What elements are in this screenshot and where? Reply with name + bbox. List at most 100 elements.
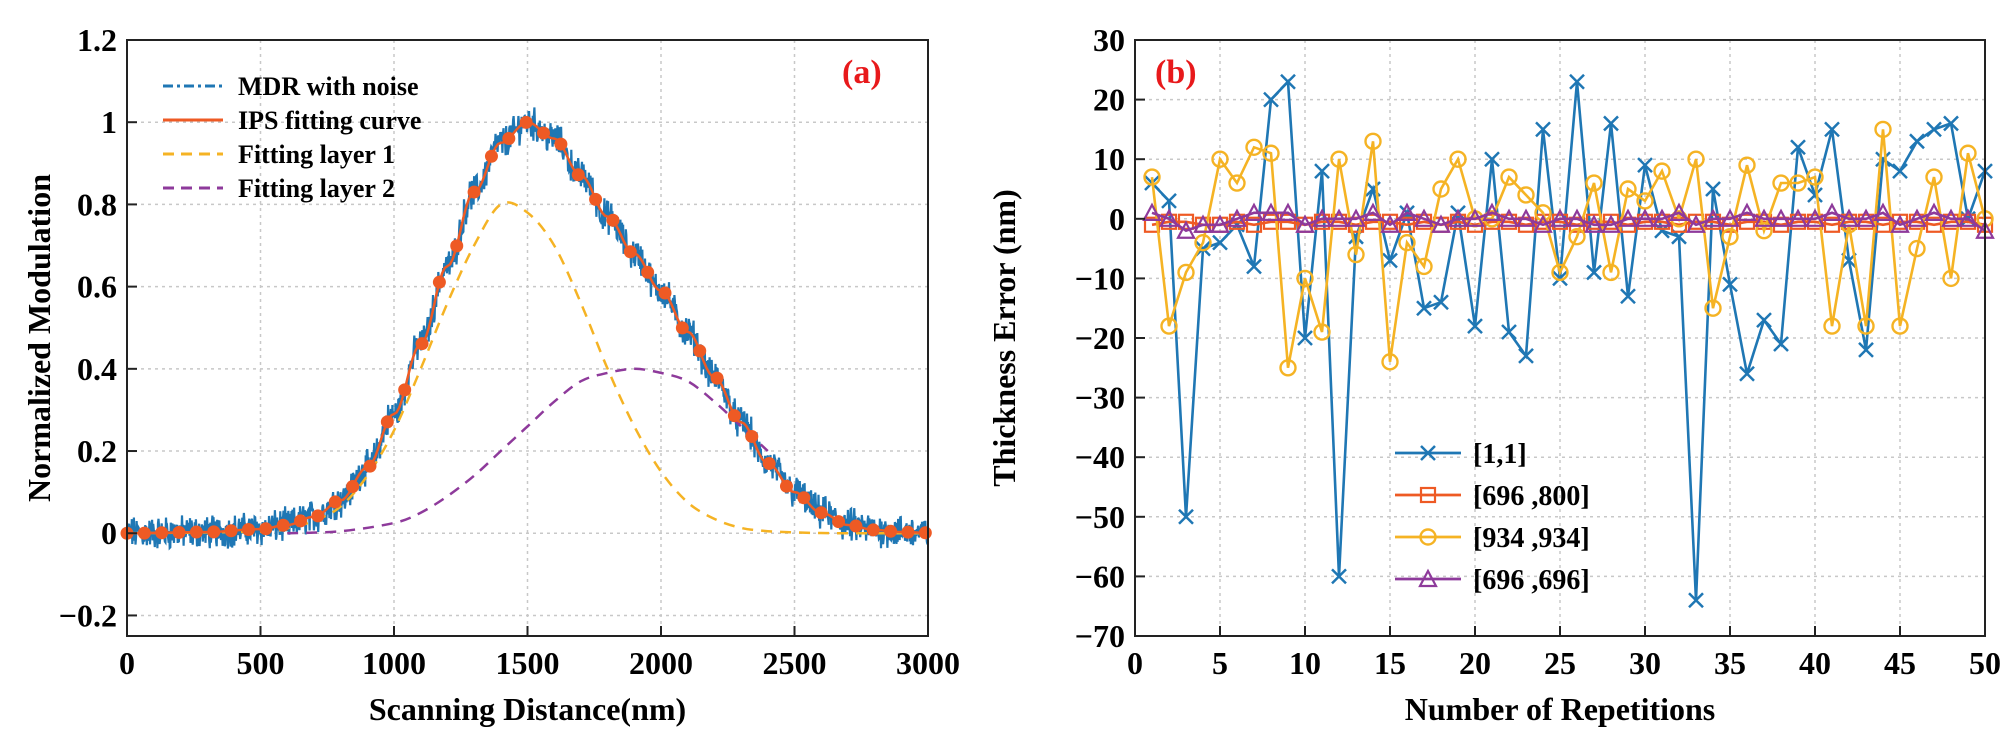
marker-circle [1381, 353, 1399, 371]
marker-x [1246, 258, 1262, 275]
marker-circle [1177, 263, 1195, 282]
marker-circle [1228, 174, 1246, 192]
marker-x [1909, 133, 1925, 150]
marker-triangle [1516, 208, 1536, 227]
marker-triangle [1363, 202, 1383, 221]
marker-x [1420, 445, 1436, 461]
marker-x [1161, 193, 1177, 209]
y-tick-label: 10 [1093, 141, 1125, 177]
ips-marker [623, 245, 637, 259]
marker-x [1773, 336, 1789, 352]
marker-square [1823, 216, 1841, 233]
marker-x [1484, 151, 1500, 168]
marker-triangle [1669, 202, 1689, 221]
marker-triangle [1737, 202, 1757, 221]
marker-triangle [1686, 214, 1706, 233]
marker-circle [1636, 192, 1654, 210]
marker-square [1143, 216, 1161, 233]
marker-triangle [1397, 202, 1417, 221]
marker-triangle [1635, 208, 1655, 227]
ips-marker [224, 524, 238, 538]
marker-x [1756, 312, 1772, 329]
marker-circle [1568, 227, 1586, 246]
ips-marker [745, 429, 759, 443]
y-tick-label: 0.2 [77, 433, 117, 469]
marker-triangle [1499, 208, 1519, 227]
series-fitting-layer-1 [126, 201, 929, 535]
marker-x [1297, 330, 1313, 346]
legend-label: [934 ,934] [1473, 523, 1590, 554]
marker-triangle [1652, 208, 1672, 227]
marker-triangle [1805, 208, 1825, 227]
marker-x [1433, 294, 1449, 311]
marker-triangle [1618, 208, 1638, 227]
marker-circle [1449, 150, 1467, 168]
x-tick-label: 10 [1289, 645, 1321, 681]
marker-x [1688, 592, 1704, 609]
marker-square [1177, 213, 1195, 230]
marker-circle [1874, 120, 1892, 139]
marker-x [1586, 264, 1602, 281]
y-tick-label: −40 [1075, 439, 1125, 475]
marker-circle [1806, 168, 1824, 186]
marker-circle [1534, 204, 1552, 222]
marker-x [1637, 157, 1653, 174]
ips-marker [467, 185, 481, 199]
ips-marker [727, 409, 741, 423]
marker-triangle [1295, 214, 1315, 233]
marker-triangle [1176, 220, 1196, 239]
panel-a-y-axis-title: Normalized Modulation [21, 174, 57, 502]
ips-marker [554, 137, 568, 151]
panel-a-x-axis-title: Scanning Distance(nm) [369, 691, 686, 727]
panel-a-legend: MDR with noise IPS fitting curve Fitting l… [163, 72, 421, 203]
y-tick-label: −60 [1075, 558, 1125, 594]
ips-marker [884, 524, 898, 538]
marker-circle [1330, 150, 1348, 168]
marker-triangle [1414, 208, 1434, 227]
marker-triangle [1584, 214, 1604, 233]
marker-circle [1585, 174, 1603, 192]
marker-triangle [1550, 208, 1570, 227]
ips-marker [866, 523, 880, 537]
ips-marker [137, 526, 151, 540]
x-tick-label: 50 [1969, 645, 2001, 681]
marker-triangle [1873, 202, 1893, 221]
marker-triangle [1482, 202, 1502, 221]
x-tick-label: 40 [1799, 645, 1831, 681]
ips-marker [537, 126, 551, 140]
x-tick-label: 30 [1629, 645, 1661, 681]
marker-circle [1347, 245, 1365, 264]
marker-x [1722, 276, 1738, 293]
ips-marker [189, 525, 203, 539]
panel-b-label: (b) [1155, 54, 1197, 91]
marker-circle [1296, 269, 1314, 288]
y-tick-label: 30 [1093, 22, 1125, 58]
marker-circle [1432, 180, 1450, 198]
marker-triangle [1244, 202, 1264, 221]
marker-triangle [1261, 202, 1281, 221]
marker-square [1245, 216, 1263, 233]
marker-x [1467, 318, 1483, 334]
x-tick-label: 25 [1544, 645, 1576, 681]
marker-triangle [1720, 208, 1740, 227]
legend-label: MDR with noise [238, 72, 419, 101]
panel-b-series [1142, 73, 1995, 609]
marker-triangle [1278, 202, 1298, 221]
marker-square [1738, 213, 1756, 230]
marker-triangle [1839, 208, 1859, 227]
ips-marker [155, 526, 169, 540]
marker-x [1518, 347, 1534, 364]
marker-circle [1857, 317, 1875, 335]
marker-circle [1959, 144, 1977, 162]
y-tick-label: 0 [101, 515, 117, 551]
marker-x [1824, 121, 1840, 138]
ips-marker [328, 495, 342, 509]
ips-marker [398, 383, 412, 397]
marker-triangle [1210, 214, 1230, 233]
marker-triangle [1856, 208, 1876, 227]
marker-circle [1143, 168, 1161, 186]
marker-triangle [1465, 208, 1485, 227]
marker-x [1331, 568, 1347, 585]
x-tick-label: 0 [1127, 645, 1143, 681]
ips-marker [675, 321, 689, 335]
